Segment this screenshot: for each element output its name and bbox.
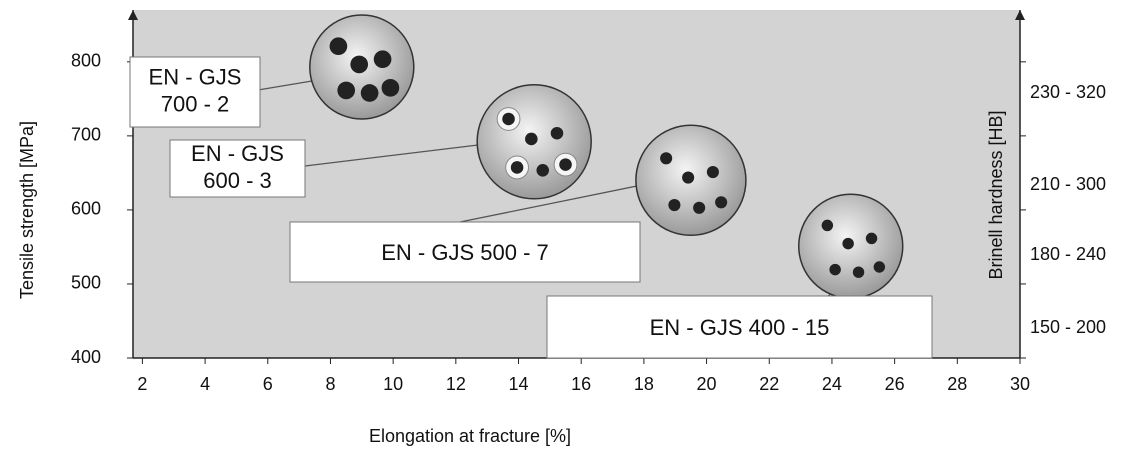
x-tick-label: 30 <box>1010 374 1030 394</box>
nodule <box>361 84 379 102</box>
micrograph <box>310 15 414 119</box>
x-tick-label: 12 <box>446 374 466 394</box>
x-tick-label: 4 <box>200 374 210 394</box>
nodule <box>559 158 572 171</box>
y-tick-label: 800 <box>71 51 101 71</box>
x-tick-label: 8 <box>325 374 335 394</box>
x-tick-label: 28 <box>947 374 967 394</box>
y-tick-label: 600 <box>71 199 101 219</box>
nodule <box>829 264 840 275</box>
grade-label: EN - GJS 400 - 15 <box>547 296 932 358</box>
y-tick-label: 700 <box>71 125 101 145</box>
grade-label: EN - GJS 500 - 7 <box>290 222 640 282</box>
chart: 4005006007008002468101214161820222426283… <box>0 0 1138 453</box>
nodule <box>374 50 392 68</box>
micrograph <box>477 85 591 199</box>
x-axis-label: Elongation at fracture [%] <box>369 426 571 446</box>
label-text: 600 - 3 <box>203 168 272 193</box>
x-tick-label: 24 <box>822 374 842 394</box>
x-tick-label: 10 <box>383 374 403 394</box>
nodule <box>842 238 853 249</box>
nodule <box>822 220 833 231</box>
y-tick-label: 500 <box>71 273 101 293</box>
nodule <box>866 233 877 244</box>
micrograph <box>799 194 903 298</box>
y2-tick-label: 150 - 200 <box>1030 317 1106 337</box>
label-text: EN - GJS <box>191 141 284 166</box>
nodule <box>330 37 348 55</box>
nodule <box>382 79 400 97</box>
y2-tick-label: 180 - 240 <box>1030 244 1106 264</box>
nodule <box>536 164 549 177</box>
y-tick-label: 400 <box>71 347 101 367</box>
micrograph <box>636 125 746 235</box>
x-tick-label: 20 <box>697 374 717 394</box>
nodule <box>853 266 864 277</box>
nodule <box>525 133 538 146</box>
label-text: EN - GJS <box>149 64 242 89</box>
x-tick-label: 22 <box>759 374 779 394</box>
y2-tick-label: 230 - 320 <box>1030 82 1106 102</box>
x-tick-label: 18 <box>634 374 654 394</box>
label-text: EN - GJS 500 - 7 <box>381 240 549 265</box>
nodule <box>551 127 564 140</box>
nodule <box>337 82 355 100</box>
x-tick-label: 14 <box>509 374 529 394</box>
x-tick-label: 16 <box>571 374 591 394</box>
x-tick-label: 26 <box>885 374 905 394</box>
nodule <box>682 171 694 183</box>
label-text: EN - GJS 400 - 15 <box>650 315 830 340</box>
nodule <box>668 199 680 211</box>
nodule <box>350 56 368 74</box>
nodule <box>502 113 515 126</box>
y2-tick-label: 210 - 300 <box>1030 174 1106 194</box>
nodule <box>511 161 524 174</box>
nodule <box>660 152 672 164</box>
nodule <box>693 202 705 214</box>
x-tick-label: 2 <box>137 374 147 394</box>
nodule <box>707 166 719 178</box>
y-axis-label: Tensile strength [MPa] <box>17 121 37 299</box>
nodule <box>715 196 727 208</box>
label-text: 700 - 2 <box>161 91 230 116</box>
x-tick-label: 6 <box>263 374 273 394</box>
nodule <box>874 261 885 272</box>
y2-axis-label: Brinell hardness [HB] <box>986 110 1006 279</box>
